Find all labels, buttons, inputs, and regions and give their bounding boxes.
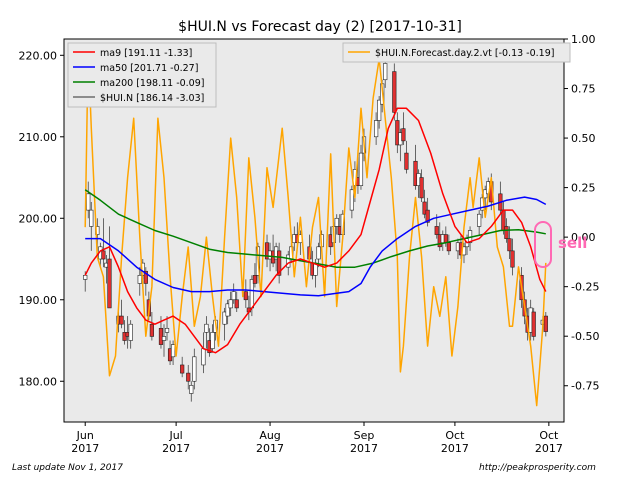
candle-body <box>374 120 379 138</box>
sell-marker <box>534 221 552 268</box>
y-right-tick-label: -0.50 <box>571 330 599 343</box>
series-line-ma9 <box>84 107 547 354</box>
x-tick-label-month: Oct <box>445 429 465 442</box>
x-tick-label-month: Sep <box>354 429 375 442</box>
y-left-tick-label: 190.00 <box>19 294 58 307</box>
y-right-tick-label: 0.00 <box>571 231 596 244</box>
candle-body <box>383 63 388 81</box>
x-tick-label-month: Oct <box>539 429 559 442</box>
lines-layer <box>84 48 547 407</box>
candle-body <box>404 152 409 170</box>
series-line-hui-n-forecast-day-2-vt <box>84 48 547 407</box>
candle-body <box>164 327 170 333</box>
candle-body <box>425 209 430 223</box>
y-right-tick-label: 0.50 <box>571 132 596 145</box>
candle-body <box>119 315 124 325</box>
x-tick-label-month: Jul <box>168 429 182 442</box>
y-left-tick-label: 210.00 <box>19 131 58 144</box>
candle-body <box>277 250 282 276</box>
legend-label-ma50: ma50 [201.71 -0.27] <box>100 63 198 74</box>
y-left-tick-label: 200.00 <box>19 212 58 225</box>
candle-body <box>434 226 439 235</box>
candle-body <box>234 299 239 309</box>
candle-body <box>180 364 185 374</box>
candle-body <box>83 275 88 280</box>
candle-body <box>201 348 206 366</box>
x-tick-label-year: 2017 <box>256 442 284 455</box>
footer-last-update: Last update Nov 1, 2017 <box>12 463 123 473</box>
y-left-tick-label: 180.00 <box>19 375 58 388</box>
candle-body <box>192 356 197 382</box>
chart-title: $HUI.N vs Forecast day (2) [2017-10-31] <box>178 19 462 35</box>
candle-body <box>316 246 321 260</box>
candle-body <box>510 250 515 268</box>
series-line-ma50 <box>85 196 547 297</box>
candle-body <box>101 250 106 260</box>
candle-body <box>543 315 548 332</box>
candle-body <box>89 209 94 227</box>
candle-body <box>358 152 364 186</box>
candle-body <box>86 193 91 211</box>
x-tick-label-year: 2017 <box>441 442 469 455</box>
legend-label-hui: $HUI.N [186.14 -3.03] <box>100 93 204 104</box>
candle-body <box>161 336 167 341</box>
candle-body <box>377 99 382 121</box>
candle-body <box>186 372 191 382</box>
candle-body <box>349 189 354 211</box>
legend-label-ma9: ma9 [191.11 -1.33] <box>100 48 192 59</box>
candle-body <box>477 213 482 227</box>
y-left-tick-label: 220.00 <box>19 49 58 62</box>
x-tick-label-year: 2017 <box>71 442 99 455</box>
candle-body <box>286 254 291 268</box>
candle-body <box>443 234 448 244</box>
legend-left-box <box>67 42 217 108</box>
x-tick-label-month: Jun <box>76 429 94 442</box>
candle-body <box>231 291 236 301</box>
candle-body <box>128 323 133 341</box>
candle-body <box>189 385 194 394</box>
series-line-ma200 <box>84 189 546 268</box>
candle-body <box>149 323 154 337</box>
candle-body <box>401 128 406 142</box>
candle-body <box>204 323 209 333</box>
x-tick-label-year: 2017 <box>535 442 563 455</box>
candle-body <box>392 71 397 113</box>
candle-body <box>334 217 339 227</box>
x-tick-label-month: Aug <box>259 429 280 442</box>
legend-label-forecast: $HUI.N.Forecast.day.2.vt [-0.13 -0.19] <box>375 48 554 59</box>
legend-right-box <box>342 42 571 63</box>
candle-body <box>507 238 512 252</box>
candle-body <box>143 270 148 284</box>
candle-body <box>170 344 176 358</box>
x-tick-label-year: 2017 <box>162 442 190 455</box>
candle-body <box>419 177 424 199</box>
candle-body <box>222 311 227 325</box>
candle-body <box>504 226 509 239</box>
x-tick-label-year: 2017 <box>350 442 378 455</box>
candle-body <box>243 291 248 301</box>
y-right-tick-label: -0.25 <box>571 281 599 294</box>
candle-body <box>225 303 230 317</box>
y-right-tick-label: -0.75 <box>571 380 599 393</box>
legend-left: ma9 [191.11 -1.33] ma50 [201.71 -0.27] m… <box>67 42 217 108</box>
legend-right: $HUI.N.Forecast.day.2.vt [-0.13 -0.19] <box>342 42 571 63</box>
candle-body <box>228 299 233 309</box>
candle-body <box>531 311 536 337</box>
y-right-tick-label: 0.75 <box>571 83 596 96</box>
candle-body <box>107 258 112 309</box>
candle-body <box>252 275 258 284</box>
sell-annotation: sell <box>558 234 587 252</box>
candle-body <box>210 332 215 349</box>
legend-label-ma200: ma200 [198.11 -0.09] <box>100 78 204 89</box>
y-right-tick-label: 0.25 <box>571 182 596 195</box>
candle-body <box>446 242 451 252</box>
candle-body <box>422 201 427 215</box>
candle-body <box>137 275 142 284</box>
footer-source-url: http://peakprosperity.com <box>479 463 596 473</box>
axes-layer: 180.00 190.00 200.00 210.00 220.00 -0.75 -0.50… <box>19 33 600 455</box>
y-right-tick-label: 1.00 <box>571 33 596 46</box>
